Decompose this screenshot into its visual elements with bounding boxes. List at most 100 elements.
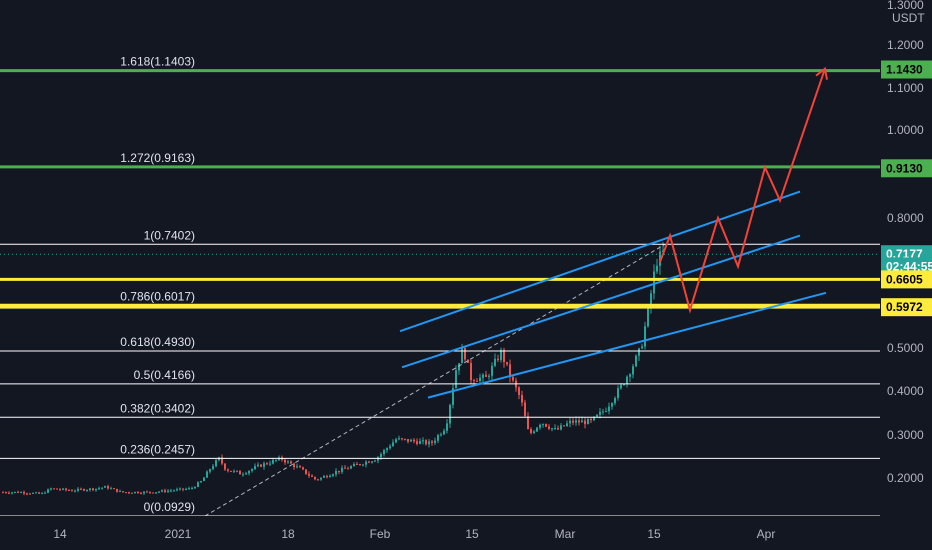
candle-body	[122, 491, 124, 493]
time-axis[interactable]: 14 2021 18 Feb 15 Mar 15 Apr	[0, 516, 932, 550]
candle-body	[2, 492, 4, 494]
candle-body	[593, 416, 595, 421]
candle-body	[629, 374, 631, 377]
channel-line	[399, 190, 801, 333]
candle-body	[527, 416, 529, 430]
candle-body	[143, 491, 145, 494]
candle-body	[65, 488, 67, 490]
candle-body	[347, 468, 349, 470]
candle-body	[341, 467, 343, 472]
candle-body	[485, 374, 487, 377]
candle-body	[344, 467, 346, 469]
candle-body	[32, 492, 34, 494]
candle-body	[533, 431, 535, 433]
candle-body	[608, 406, 610, 412]
candle-body	[146, 491, 148, 493]
candle-body	[152, 492, 154, 494]
candle-body	[74, 490, 76, 492]
time-tick-label: 15	[647, 527, 661, 541]
candle-body	[134, 491, 136, 494]
candle-body	[203, 477, 205, 482]
price-tick-label: 1.0000	[887, 123, 924, 137]
candle-body	[251, 469, 253, 471]
candle-body	[632, 366, 634, 375]
candle-body	[107, 486, 109, 489]
candle-body	[296, 466, 298, 468]
candle-body	[422, 440, 424, 442]
candle-body	[548, 426, 550, 429]
candle-body	[275, 459, 277, 461]
candle-body	[404, 438, 406, 440]
price-tag-label: 0.9130	[886, 161, 923, 175]
candle-body	[446, 423, 448, 431]
candle-body	[287, 461, 289, 463]
candle-body	[221, 457, 223, 464]
candle-body	[434, 440, 436, 443]
candle-body	[263, 463, 265, 467]
price-tag-label: 0.6605	[886, 272, 923, 286]
fib-level-label: 1.272(0.9163)	[120, 151, 195, 165]
candle-body	[182, 488, 184, 490]
candle-body	[83, 489, 85, 491]
candle-body	[419, 441, 421, 444]
candle-body	[572, 420, 574, 423]
candle-body	[473, 380, 475, 382]
candle-body	[557, 428, 559, 430]
candle-body	[269, 463, 271, 465]
time-tick-label: 2021	[165, 527, 192, 541]
candle-body	[50, 488, 52, 490]
candle-body	[320, 477, 322, 480]
candle-body	[398, 438, 400, 440]
candle-body	[626, 376, 628, 385]
candle-body	[431, 441, 433, 443]
candle-body	[479, 377, 481, 382]
price-tick-label: 1.2000	[887, 38, 924, 52]
candle-body	[20, 492, 22, 494]
fib-level-label: 0.236(0.2457)	[120, 442, 195, 456]
candle-body	[110, 488, 112, 490]
candle-body	[185, 488, 187, 490]
candle-body	[194, 486, 196, 489]
price-tag-label: 0.5972	[886, 300, 923, 314]
candle-body	[506, 362, 508, 365]
candle-body	[311, 475, 313, 477]
fib-level-label: 1(0.7402)	[144, 228, 195, 242]
fib-level-label: 0.5(0.4166)	[134, 368, 195, 382]
candle-body	[383, 450, 385, 454]
candle-body	[53, 488, 55, 490]
candle-body	[89, 488, 91, 490]
price-tag	[881, 270, 932, 289]
candle-body	[350, 466, 352, 469]
price-tag-label: 1.1430	[886, 63, 923, 77]
time-tick-label: Mar	[555, 527, 576, 541]
time-tick-label: 15	[465, 527, 479, 541]
candle-body	[335, 470, 337, 475]
candle-body	[578, 420, 580, 423]
candle-body	[272, 460, 274, 464]
candle-body	[455, 370, 457, 389]
candle-body	[644, 326, 646, 347]
candle-body	[212, 466, 214, 470]
candle-body	[536, 427, 538, 432]
candle-body	[482, 374, 484, 378]
candle-body	[371, 461, 373, 463]
candle-body	[35, 492, 37, 494]
price-tick-label: 1.3000	[887, 0, 924, 12]
candle-body	[317, 479, 319, 481]
candle-body	[17, 491, 19, 493]
candle-body	[260, 464, 262, 467]
candle-body	[101, 487, 103, 489]
fib-level-label: 0.382(0.3402)	[120, 401, 195, 415]
candle-body	[23, 492, 25, 494]
candle-body	[209, 469, 211, 472]
candle-body	[137, 491, 139, 494]
candle-body	[305, 469, 307, 474]
candle-body	[443, 430, 445, 435]
candle-body	[59, 489, 61, 491]
candle-body	[44, 492, 46, 494]
candle-body	[290, 461, 292, 464]
candle-body	[80, 488, 82, 490]
time-tick-label: Apr	[757, 527, 776, 541]
